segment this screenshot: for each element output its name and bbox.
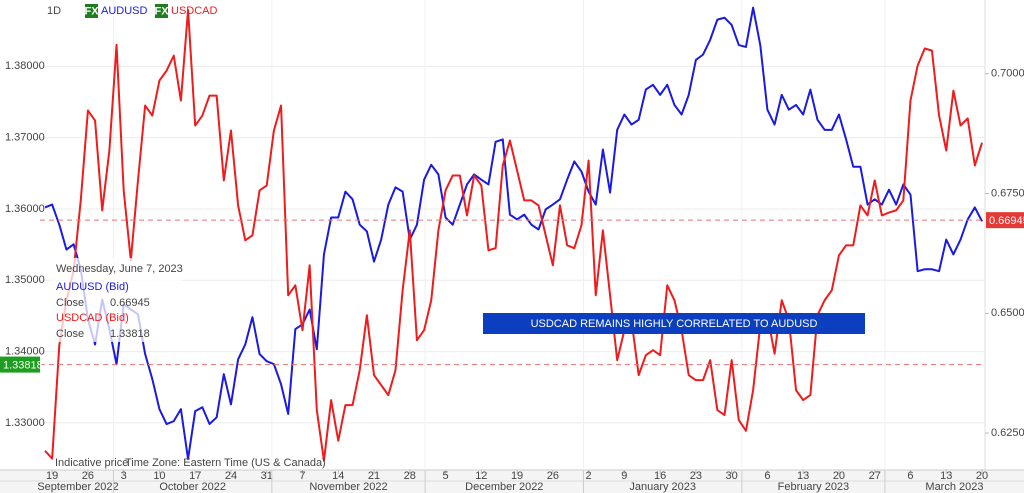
fx-badge-label: FX	[154, 5, 169, 17]
footnote: Time Zone: Eastern Time (US & Canada)	[125, 457, 326, 469]
tooltip-close-label: Close	[56, 297, 84, 309]
x-tick-label: 5	[442, 470, 448, 482]
price-tag	[986, 212, 1024, 229]
month-label: November 2022	[309, 481, 387, 493]
month-label: December 2022	[465, 481, 543, 493]
x-tick-label: 9	[621, 470, 627, 482]
x-tick-label: 6	[907, 470, 913, 482]
x-tick-label: 10	[153, 470, 165, 482]
y-tick-label: 1.36000	[5, 203, 45, 215]
y-tick-label: 1.33000	[5, 417, 45, 429]
x-tick-label: 17	[189, 470, 201, 482]
x-tick-label: 26	[82, 470, 94, 482]
x-tick-label: 28	[404, 470, 416, 482]
tooltip-date: Wednesday, June 7, 2023	[56, 263, 183, 275]
x-tick-label: 16	[654, 470, 666, 482]
x-tick-label: 19	[511, 470, 523, 482]
tooltip-series: AUDUSD (Bid)	[56, 281, 129, 293]
tooltip-box	[50, 258, 182, 342]
x-tick-label: 21	[368, 470, 380, 482]
annotation: USDCAD REMAINS HIGHLY CORRELATED TO AUDU…	[531, 318, 818, 330]
y-tick-label: 1.34000	[5, 346, 45, 358]
interval-label: 1D	[47, 5, 61, 17]
month-label: October 2022	[159, 481, 226, 493]
x-tick-label: 26	[547, 470, 559, 482]
x-tick-label: 19	[46, 470, 58, 482]
y2-tick-label: 0.70000	[991, 68, 1024, 80]
price-tag-label: 0.66945	[989, 215, 1024, 227]
price-tag	[0, 356, 40, 373]
month-label: March 2023	[925, 481, 983, 493]
x-tick-label: 13	[797, 470, 809, 482]
x-tick-label: 27	[869, 470, 881, 482]
x-tick-label: 3	[121, 470, 127, 482]
x-tick-label: 2	[586, 470, 592, 482]
tooltip-close-label: Close	[56, 328, 84, 340]
x-tick-label: 20	[976, 470, 988, 482]
x-tick-label: 6	[764, 470, 770, 482]
month-label: January 2023	[629, 481, 696, 493]
tooltip-close-value: 0.66945	[110, 297, 150, 309]
x-tick-label: 31	[261, 470, 273, 482]
tooltip-close-value: 1.33818	[110, 328, 150, 340]
annotation-box	[483, 313, 865, 334]
legend-label: USDCAD	[171, 5, 218, 17]
x-tick-label: 7	[299, 470, 305, 482]
price-tag-label: 1.33818	[3, 359, 43, 371]
month-label: February 2023	[778, 481, 850, 493]
x-tick-label: 14	[332, 470, 344, 482]
month-label: September 2022	[37, 481, 118, 493]
x-tick-label: 23	[690, 470, 702, 482]
series-line	[44, 6, 983, 460]
y-tick-label: 1.35000	[5, 274, 45, 286]
x-tick-label: 30	[726, 470, 738, 482]
x-tick-label: 12	[475, 470, 487, 482]
fx-badge-label: FX	[84, 5, 99, 17]
tooltip-series: USDCAD (Bid)	[56, 312, 129, 324]
series-line	[44, 8, 983, 462]
x-tick-label: 24	[225, 470, 237, 482]
footnote: Indicative price	[55, 457, 128, 469]
y-tick-label: 1.37000	[5, 132, 45, 144]
fx-badge	[85, 4, 98, 18]
fx-badge	[155, 4, 168, 18]
legend-label: AUDUSD	[101, 5, 148, 17]
x-tick-label: 13	[940, 470, 952, 482]
y-tick-label: 1.38000	[5, 60, 45, 72]
x-tick-label: 20	[833, 470, 845, 482]
